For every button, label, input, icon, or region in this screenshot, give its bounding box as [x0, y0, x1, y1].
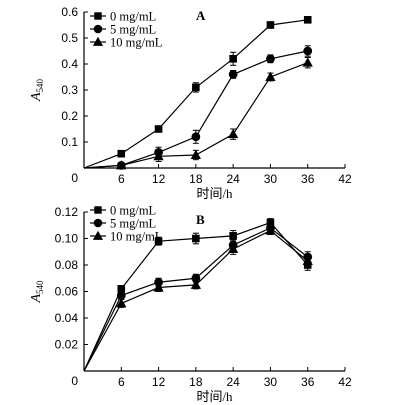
y-tick-label: 0.1 — [61, 135, 78, 149]
y-axis-title-main: A — [29, 92, 44, 102]
legend-marker-triangle — [92, 230, 104, 240]
y-tick-label: 0.12 — [55, 205, 79, 219]
series-square — [83, 16, 312, 169]
y-tick-label: 0.3 — [61, 83, 78, 97]
series-circle — [83, 223, 313, 372]
y-tick-label: 0.5 — [61, 31, 78, 45]
legend-marker-circle — [93, 24, 103, 34]
y-tick-label: 0.6 — [61, 5, 78, 19]
origin-label: 0 — [71, 171, 78, 185]
series-square — [83, 218, 312, 372]
x-axis-title: 时间/h — [196, 186, 233, 201]
x-tick-label: 18 — [189, 375, 203, 389]
data-point-triangle — [302, 57, 313, 67]
data-point-triangle — [190, 279, 202, 289]
x-tick-label: 24 — [226, 375, 240, 389]
x-tick-label: 12 — [152, 375, 166, 389]
legend-label: 5 mg/mL — [110, 23, 156, 37]
legend-label: 0 mg/mL — [110, 10, 156, 24]
y-axis-title: A540 — [29, 280, 45, 304]
origin-label: 0 — [71, 374, 78, 388]
data-point-triangle — [302, 255, 313, 265]
data-point-square — [154, 237, 163, 245]
data-point-circle — [191, 132, 201, 142]
data-point-triangle — [227, 243, 239, 254]
legend-label: 0 mg/mL — [110, 204, 156, 218]
data-point-triangle — [116, 160, 127, 170]
y-tick-label: 0.10 — [55, 232, 79, 246]
data-point-triangle — [116, 298, 127, 308]
panel-label: A — [196, 8, 206, 23]
data-point-square — [117, 149, 126, 158]
data-point-circle — [266, 54, 275, 64]
x-tick-label: 12 — [152, 172, 166, 186]
y-tick-label: 0.06 — [55, 285, 79, 299]
data-point-square — [229, 55, 237, 63]
x-tick-label: 42 — [338, 172, 352, 186]
y-tick-label: 0.02 — [55, 338, 79, 352]
x-tick-label: 42 — [338, 375, 352, 389]
x-tick-label: 30 — [264, 375, 278, 389]
data-point-square — [229, 232, 237, 240]
x-tick-label: 36 — [301, 375, 315, 389]
data-point-square — [266, 21, 275, 29]
x-tick-label: 6 — [118, 375, 125, 389]
x-axis-title: 时间/h — [196, 389, 233, 404]
legend-label: 10 mg/mL — [110, 230, 162, 244]
series-triangle — [83, 225, 313, 372]
x-tick-label: 18 — [189, 172, 203, 186]
legend-marker-square — [94, 206, 102, 214]
data-point-triangle — [153, 282, 164, 292]
data-point-triangle — [265, 225, 276, 235]
y-tick-label: 0.08 — [55, 258, 79, 272]
data-point-triangle — [265, 71, 276, 81]
legend-label: 10 mg/mL — [110, 36, 162, 50]
y-tick-label: 0.2 — [61, 109, 78, 123]
data-point-triangle — [227, 128, 239, 139]
series-line — [83, 229, 309, 372]
x-tick-label: 36 — [301, 172, 315, 186]
legend-label: 5 mg/mL — [110, 217, 156, 231]
legend-marker-triangle — [92, 36, 104, 46]
y-axis-title-subscript: 540 — [35, 280, 45, 294]
y-axis-title-subscript: 540 — [35, 78, 45, 92]
y-tick-label: 0.4 — [61, 57, 78, 71]
data-point-triangle — [190, 149, 202, 159]
legend-marker-circle — [93, 218, 103, 228]
x-tick-label: 24 — [226, 172, 240, 186]
series-line — [83, 227, 309, 372]
chart-panel-b: 0 6 12 18 24 30 36 42 0.02 0.04 0.06 0.08 0.10 0.12 时间… — [29, 204, 352, 405]
series-triangle — [83, 57, 313, 170]
panel-label: B — [196, 212, 205, 227]
data-point-square — [303, 16, 312, 24]
legend-marker-square — [94, 12, 102, 20]
data-point-triangle — [153, 150, 164, 161]
data-point-square — [154, 125, 163, 133]
y-tick-label: 0.04 — [55, 311, 79, 325]
x-tick-label: 6 — [118, 172, 125, 186]
x-tick-label: 30 — [264, 172, 278, 186]
data-point-square — [192, 83, 200, 92]
data-point-circle — [303, 46, 313, 56]
y-axis-title-main: A — [29, 294, 44, 304]
data-point-square — [192, 234, 200, 243]
data-point-circle — [228, 70, 238, 79]
chart-panel-a: 0 6 12 18 24 30 36 420.10.20.30.40.50.6时间/hA540… — [29, 5, 352, 201]
y-axis-title: A540 — [29, 78, 45, 102]
